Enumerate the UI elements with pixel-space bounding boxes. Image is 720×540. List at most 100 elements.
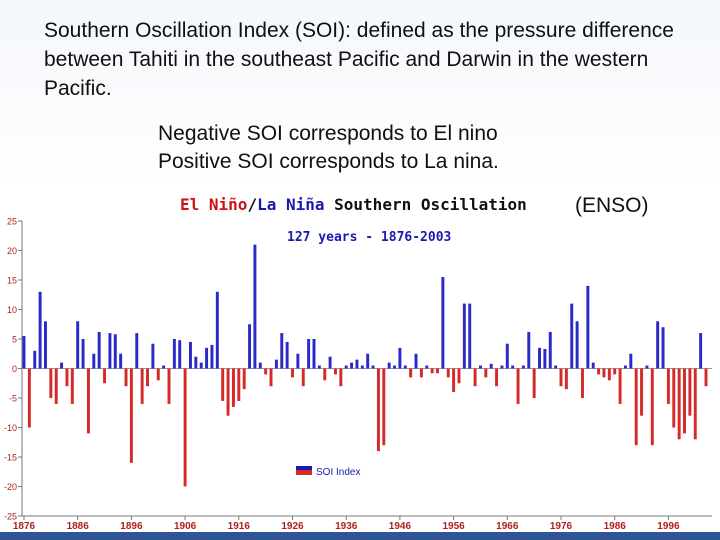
soi-bar (146, 368, 149, 387)
soi-bar (398, 347, 402, 369)
soi-bar (285, 341, 289, 369)
soi-bar (382, 368, 386, 446)
soi-bar (468, 303, 472, 369)
soi-bar (44, 321, 47, 369)
soi-bar (436, 368, 439, 374)
x-tick-label: 1896 (120, 521, 143, 532)
soi-bar (640, 368, 644, 416)
soi-bar (393, 365, 397, 369)
soi-bar (591, 362, 595, 369)
soi-bar (425, 365, 429, 369)
soi-bar (237, 368, 241, 401)
soi-bar (677, 368, 681, 440)
y-tick-label: 10 (7, 305, 17, 315)
soi-bar (387, 362, 391, 369)
y-tick-label: 20 (7, 246, 17, 256)
soi-bar (189, 341, 192, 369)
soi-bar (162, 365, 166, 369)
chart-title-part: Southern Oscillation (325, 195, 527, 214)
x-tick-label: 1876 (13, 521, 36, 532)
soi-bar (543, 349, 547, 369)
soi-bar (672, 368, 676, 428)
note-la-nina: Positive SOI corresponds to La nina. (158, 150, 499, 173)
y-tick-label: -15 (4, 453, 17, 463)
soi-bar (328, 356, 332, 369)
soi-bar (183, 368, 187, 487)
soi-bar (205, 347, 209, 369)
soi-bar (49, 368, 53, 398)
soi-bar (221, 368, 225, 401)
soi-bar (532, 368, 536, 398)
soi-bar (495, 368, 499, 387)
soi-bar (516, 368, 520, 404)
soi-bar (704, 368, 708, 387)
y-tick-label: -20 (4, 482, 17, 492)
soi-bar (564, 368, 568, 390)
x-tick-label: 1966 (496, 521, 519, 532)
chart-title-suffix: (ENSO) (575, 194, 649, 217)
soi-bar (242, 368, 246, 390)
soi-bar (452, 368, 456, 393)
soi-bar (607, 368, 611, 381)
soi-bar (167, 368, 171, 404)
soi-bar (264, 368, 268, 375)
x-tick-label: 1946 (389, 521, 412, 532)
soi-bar (355, 359, 359, 369)
soi-bar (457, 368, 461, 384)
y-tick-label: -25 (4, 512, 17, 522)
soi-bar (291, 368, 294, 378)
soi-bar (86, 368, 90, 434)
soi-bar (656, 321, 660, 369)
soi-bar (76, 321, 80, 369)
soi-bar (661, 327, 665, 369)
soi-bar (178, 340, 182, 369)
soi-bar (199, 362, 203, 369)
y-tick-label: -5 (9, 394, 17, 404)
soi-bar (575, 321, 579, 369)
soi-bar (70, 368, 74, 404)
soi-bar (623, 365, 627, 369)
soi-bar (312, 339, 316, 369)
soi-bar (371, 365, 375, 369)
soi-bar (253, 244, 257, 369)
soi-bar (548, 331, 552, 369)
soi-bar (618, 368, 622, 404)
legend-label: SOI Index (316, 467, 360, 478)
soi-bar (129, 368, 133, 463)
y-tick-label: 5 (12, 335, 17, 345)
soi-bar (666, 368, 670, 404)
y-tick-label: -10 (4, 423, 17, 433)
soi-bar (103, 368, 107, 384)
soi-bar (570, 303, 574, 369)
soi-bar (339, 368, 343, 387)
soi-bar (38, 291, 42, 369)
soi-bar (54, 368, 58, 404)
soi-bar (688, 368, 692, 416)
soi-bar (60, 362, 64, 369)
x-tick-label: 1906 (174, 521, 197, 532)
soi-bar (317, 365, 321, 369)
soi-bar (581, 368, 584, 398)
legend-swatch-bottom (296, 470, 312, 475)
soi-bar (693, 368, 697, 440)
soi-bar (226, 368, 230, 416)
slide-header-area (0, 0, 720, 192)
soi-bar (81, 339, 85, 369)
soi-bar (473, 368, 477, 387)
soi-bar (119, 353, 123, 369)
soi-bar (376, 368, 380, 452)
soi-bar (500, 365, 504, 369)
chart-title: El Niño/La Niña Southern Oscillation (180, 195, 527, 214)
soi-bar (462, 303, 466, 369)
soi-bar (97, 331, 101, 369)
x-tick-label: 1996 (657, 521, 680, 532)
soi-bar (419, 368, 423, 378)
soi-bar (505, 343, 509, 369)
x-tick-label: 1926 (281, 521, 304, 532)
soi-bar (559, 368, 563, 387)
soi-bar (414, 353, 418, 369)
soi-bar (629, 353, 633, 369)
soi-bar (135, 333, 139, 369)
soi-bar (27, 368, 31, 428)
notes-list: Negative SOI corresponds to El nino Posi… (158, 120, 499, 176)
